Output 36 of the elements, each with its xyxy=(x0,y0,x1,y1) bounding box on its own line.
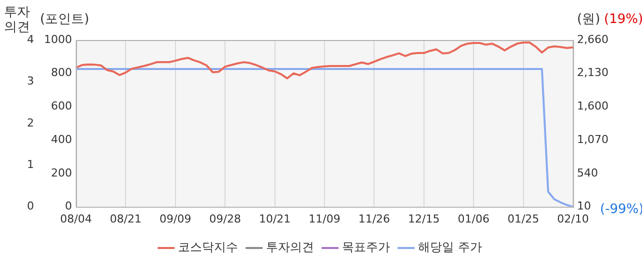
x-tick-label: 11/09 xyxy=(308,212,340,226)
x-tick-label: 09/09 xyxy=(160,212,192,226)
x-tick-label: 08/21 xyxy=(110,212,142,226)
legend-label: 해당일 주가 xyxy=(418,240,482,254)
x-tick-label: 02/10 xyxy=(557,212,589,226)
x-tick-label: 11/26 xyxy=(358,212,390,226)
y2-tick-label: 10 xyxy=(577,200,591,213)
text: (19%) xyxy=(604,12,642,27)
y3-axis-title: 투자의견 xyxy=(4,5,31,35)
x-tick-label: 01/06 xyxy=(458,212,490,226)
y-tick-label: 0 xyxy=(65,200,72,213)
x-tick-label: 12/15 xyxy=(408,212,440,226)
y2-tick-label: 2,130 xyxy=(577,66,608,80)
legend-label: 투자의견 xyxy=(266,240,314,254)
x-tick-label: 08/04 xyxy=(60,212,92,226)
y3-tick-label: 2 xyxy=(27,116,34,130)
y-tick-label: 400 xyxy=(51,132,72,146)
y2-tick-label: 540 xyxy=(577,166,598,180)
x-tick-label: 01/25 xyxy=(507,212,540,226)
y3-tick-label: 0 xyxy=(27,200,34,213)
legend-label: 목표주가 xyxy=(342,240,390,254)
y3-tick-label: 4 xyxy=(27,32,34,46)
legend-label: 코스닥지수 xyxy=(178,240,238,254)
y-tick-label: 800 xyxy=(51,66,72,80)
y2-tick-label: 1,600 xyxy=(577,100,608,113)
x-tick-label: 09/28 xyxy=(209,212,241,226)
y3-tick-label: 1 xyxy=(27,158,34,171)
y-tick-label: 1000 xyxy=(44,32,72,46)
y3-tick-label: 3 xyxy=(27,74,34,88)
y2-axis-title: (원) xyxy=(577,12,600,27)
y-axis-title: (포인트) xyxy=(40,12,90,27)
x-tick-label: 10/21 xyxy=(258,212,291,226)
y-tick-label: 600 xyxy=(51,100,72,113)
y-tick-label: 200 xyxy=(51,166,72,180)
y2-tick-label: 1,070 xyxy=(577,132,608,146)
y2-tick-label: 2,660 xyxy=(577,32,608,46)
